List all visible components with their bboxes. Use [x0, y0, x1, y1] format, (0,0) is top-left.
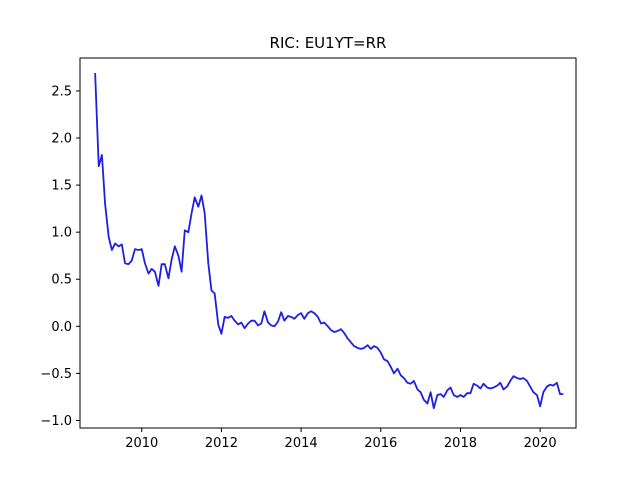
x-tick-label: 2020 — [524, 436, 557, 451]
plot-frame — [79, 57, 577, 429]
x-axis: 2010 2012 2014 2016 2018 2020 — [125, 428, 557, 451]
x-tick-label: 2016 — [364, 436, 397, 451]
y-tick-label: −1.0 — [40, 414, 72, 429]
x-tick-label: 2018 — [444, 436, 477, 451]
y-tick-label: 2.0 — [51, 132, 72, 147]
y-axis: −1.0 −0.5 0.0 0.5 1.0 1.5 2.0 2.5 — [40, 84, 80, 429]
x-tick-label: 2010 — [125, 436, 158, 451]
plot-area — [79, 57, 577, 429]
y-tick-label: 0.5 — [51, 273, 72, 288]
y-tick-label: 1.5 — [51, 179, 72, 194]
y-tick-label: 2.5 — [51, 84, 72, 99]
series-line — [94, 73, 564, 410]
y-tick-label: 1.0 — [51, 226, 72, 241]
chart-title: RIC: EU1YT=RR — [270, 34, 387, 52]
y-tick-label: 0.0 — [51, 320, 72, 335]
y-tick-label: −0.5 — [40, 367, 72, 382]
x-tick-label: 2012 — [205, 436, 238, 451]
x-tick-label: 2014 — [285, 436, 318, 451]
